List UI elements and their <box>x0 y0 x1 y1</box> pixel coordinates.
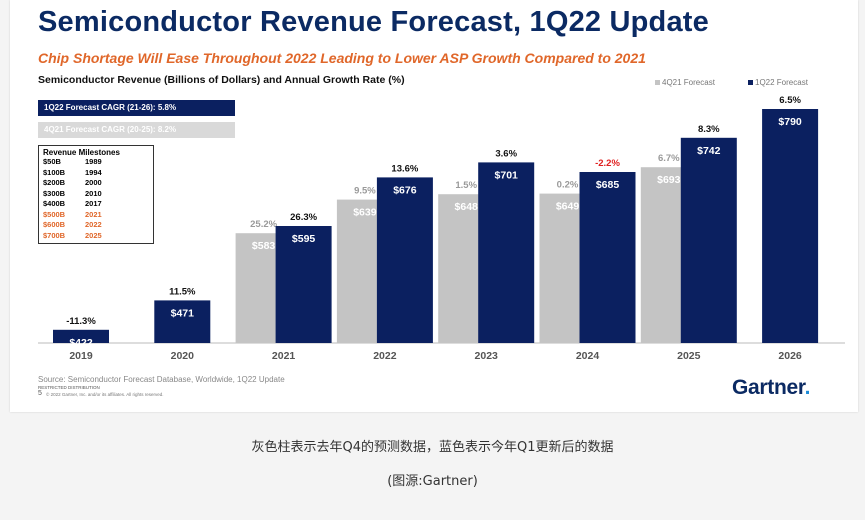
milestone-year: 2022 <box>85 220 102 229</box>
x-tick-label-2025: 2025 <box>677 350 701 362</box>
restricted-note: RESTRICTED DISTRIBUTION <box>38 385 100 390</box>
bar-value-label-4q21-2024: $649 <box>556 201 580 213</box>
growth-label-4q21-2022: 9.5% <box>354 186 376 197</box>
growth-label-1q22-2019: -11.3% <box>66 316 96 327</box>
milestone-row: $700B 2025 <box>43 231 149 242</box>
milestone-value: $600B <box>43 220 66 229</box>
growth-label-1q22-2024: -2.2% <box>595 158 620 169</box>
bar-value-label-1q22-2026: $790 <box>778 116 802 128</box>
y-axis-label: Semiconductor Revenue (Billions of Dolla… <box>38 74 405 86</box>
growth-label-4q21-2024: 0.2% <box>557 180 579 191</box>
source-note: Source: Semiconductor Forecast Database,… <box>38 375 285 384</box>
milestone-row: $50B 1989 <box>43 157 149 168</box>
x-tick-label-2026: 2026 <box>778 350 802 362</box>
caption-description: 灰色柱表示去年Q4的预测数据，蓝色表示今年Q1更新后的数据 <box>251 440 614 455</box>
milestone-row: $500B 2021 <box>43 210 149 221</box>
milestone-value: $500B <box>43 209 66 219</box>
growth-label-1q22-2022: 13.6% <box>391 163 418 174</box>
milestone-row: $300B 2010 <box>43 189 149 200</box>
page-number: 5 <box>38 390 42 397</box>
bar-value-label-1q22-2025: $742 <box>697 145 721 157</box>
milestone-year: 2017 <box>85 199 102 208</box>
growth-label-1q22-2026: 6.5% <box>779 95 801 106</box>
milestone-value: $700B <box>43 230 66 240</box>
milestone-value: $200B <box>43 178 66 187</box>
growth-label-4q21-2023: 1.5% <box>455 180 477 191</box>
gartner-logo-text: Gartner <box>732 376 805 399</box>
legend-swatch-gray <box>655 80 660 86</box>
bar-value-label-1q22-2019: $422 <box>69 337 93 349</box>
bar-value-label-1q22-2023: $701 <box>495 169 519 181</box>
x-tick-label-2024: 2024 <box>576 350 600 362</box>
x-tick-label-2023: 2023 <box>475 350 499 362</box>
bar-value-label-4q21-2023: $648 <box>455 201 479 213</box>
revenue-bar-chart: $422 -11.3% 2019 $471 11.5% 2020 $583 25.2% $595… <box>38 95 845 362</box>
milestone-value: $400B <box>43 199 66 208</box>
bar-value-label-4q21-2025: $693 <box>657 174 681 186</box>
growth-label-1q22-2025: 8.3% <box>698 124 720 135</box>
bar-1q22-2025 <box>680 137 737 343</box>
bar-value-label-1q22-2021: $595 <box>292 233 316 245</box>
milestone-year: 1989 <box>85 157 102 166</box>
bar-value-label-1q22-2022: $676 <box>393 184 417 196</box>
copyright-note: © 2022 Gartner, Inc. and/or its affiliat… <box>46 392 164 397</box>
growth-label-1q22-2020: 11.5% <box>169 286 196 297</box>
slide-title: Semiconductor Revenue Forecast, 1Q22 Upd… <box>38 6 709 38</box>
x-tick-label-2019: 2019 <box>69 350 93 362</box>
milestone-year: 2010 <box>85 188 102 198</box>
bar-1q22-2026 <box>762 109 819 343</box>
caption-source: (图源:Gartner) <box>387 474 478 489</box>
milestone-row: $400B 2017 <box>43 199 149 210</box>
bar-value-label-1q22-2020: $471 <box>171 307 195 319</box>
milestone-row: $100B 1994 <box>43 168 149 179</box>
legend-item-1q22: 1Q22 Forecast <box>748 78 808 87</box>
legend-swatch-navy <box>748 80 753 86</box>
x-tick-label-2021: 2021 <box>272 350 296 362</box>
milestone-row: $600B 2022 <box>43 220 149 231</box>
milestone-row: $200B 2000 <box>43 178 149 189</box>
growth-label-1q22-2023: 3.6% <box>495 148 517 159</box>
legend-label-1q22: 1Q22 Forecast <box>755 78 808 87</box>
milestone-value: $300B <box>43 188 66 198</box>
slide: Semiconductor Revenue Forecast, 1Q22 Upd… <box>10 0 858 412</box>
legend-label-4q21: 4Q21 Forecast <box>662 78 715 87</box>
gartner-logo: Gartner. <box>732 376 811 399</box>
bar-1q22-2022 <box>376 177 433 343</box>
bar-1q22-2021 <box>275 226 332 343</box>
milestone-year: 1994 <box>85 167 102 177</box>
bar-1q22-2023 <box>478 162 535 343</box>
bar-1q22-2020 <box>154 300 211 343</box>
slide-subtitle: Chip Shortage Will Ease Throughout 2022 … <box>38 50 646 66</box>
milestone-year: 2000 <box>85 178 102 187</box>
milestone-value: $50B <box>43 157 61 166</box>
legend-item-4q21: 4Q21 Forecast <box>655 78 715 87</box>
bar-value-label-4q21-2021: $583 <box>252 240 276 252</box>
growth-label-4q21-2025: 6.7% <box>658 153 680 164</box>
milestones-rows: $50B 1989 $100B 1994 $200B 2000 $300B 2010 $400B… <box>43 157 149 241</box>
growth-label-4q21-2021: 25.2% <box>250 219 277 230</box>
bar-1q22-2019 <box>53 329 109 343</box>
bar-value-label-1q22-2024: $685 <box>596 179 620 191</box>
cagr-4q21-box: 4Q21 Forecast CAGR (20-25): 8.2% <box>38 122 235 138</box>
revenue-milestones-table: Revenue Milestones $50B 1989 $100B 1994 $200… <box>38 145 154 244</box>
bar-value-label-4q21-2022: $639 <box>353 207 377 219</box>
x-tick-label-2020: 2020 <box>171 350 195 362</box>
milestones-title: Revenue Milestones <box>43 148 120 157</box>
growth-label-1q22-2021: 26.3% <box>290 212 317 223</box>
cagr-1q22-box: 1Q22 Forecast CAGR (21-26): 5.8% <box>38 100 235 116</box>
bar-1q22-2024 <box>579 172 636 343</box>
milestone-value: $100B <box>43 167 66 177</box>
milestone-year: 2021 <box>85 209 102 219</box>
x-tick-label-2022: 2022 <box>373 350 397 362</box>
milestone-year: 2025 <box>85 230 102 240</box>
